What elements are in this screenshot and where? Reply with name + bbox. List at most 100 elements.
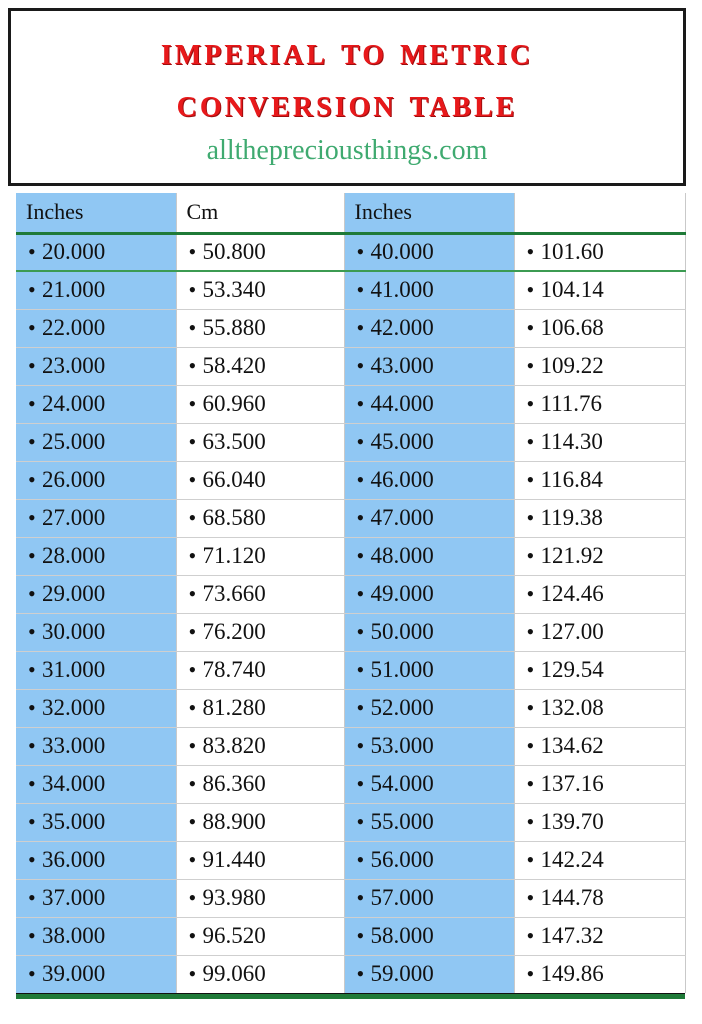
- table-cell: • 43.000: [344, 347, 515, 386]
- table-cell: • 32.000: [16, 689, 177, 728]
- title-line-1: Imperial to Metric: [160, 28, 534, 73]
- cell-value: 39.000: [42, 961, 106, 987]
- cell-value: 53.000: [370, 733, 434, 758]
- table-cell: • 78.740: [176, 651, 345, 690]
- cell-value: 134.62: [540, 733, 604, 758]
- bullet-icon: •: [188, 733, 197, 758]
- column-header-cm-1: Cm: [176, 193, 345, 235]
- cell-value: 56.000: [370, 847, 434, 872]
- table-cell: • 81.280: [176, 689, 345, 728]
- bullet-icon: •: [526, 505, 535, 530]
- cell-value: 23.000: [42, 353, 106, 378]
- cell-value: 88.900: [202, 809, 266, 834]
- table-row: • 21.000 • 53.340 • 41.000 • 104.14: [16, 270, 686, 310]
- bullet-icon: •: [28, 733, 36, 758]
- bullet-icon: •: [356, 391, 365, 416]
- table-row: • 28.000 • 71.120 • 48.000 • 121.92: [16, 537, 686, 576]
- bullet-icon: •: [188, 923, 197, 948]
- cell-value: 144.78: [540, 885, 604, 910]
- table-cell: • 40.000: [344, 233, 515, 272]
- bullet-icon: •: [526, 277, 535, 303]
- table-row: • 23.000 • 58.420 • 43.000 • 109.22: [16, 347, 686, 386]
- bullet-icon: •: [28, 923, 36, 948]
- table-cell: • 37.000: [16, 879, 177, 918]
- bullet-icon: •: [356, 315, 365, 340]
- cell-value: 132.08: [540, 695, 604, 720]
- cell-value: 68.580: [202, 505, 266, 530]
- bullet-icon: •: [526, 923, 535, 948]
- table-cell: • 127.00: [514, 613, 686, 652]
- table-cell: • 28.000: [16, 537, 177, 576]
- table-cell: • 49.000: [344, 575, 515, 614]
- table-cell: • 33.000: [16, 727, 177, 766]
- bullet-icon: •: [188, 543, 197, 568]
- table-cell: • 56.000: [344, 841, 515, 880]
- table-row: • 34.000 • 86.360 • 54.000 • 137.16: [16, 765, 686, 804]
- bullet-icon: •: [28, 771, 36, 796]
- cell-value: 116.84: [540, 467, 603, 492]
- cell-value: 63.500: [202, 429, 266, 454]
- cell-value: 48.000: [370, 543, 434, 568]
- cell-value: 36.000: [42, 847, 106, 872]
- bullet-icon: •: [356, 809, 365, 834]
- table-cell: • 36.000: [16, 841, 177, 880]
- bullet-icon: •: [526, 315, 535, 340]
- bullet-icon: •: [28, 657, 36, 682]
- table-cell: • 59.000: [344, 955, 515, 993]
- table-row: • 25.000 • 63.500 • 45.000 • 114.30: [16, 423, 686, 462]
- table-cell: • 111.76: [514, 385, 686, 424]
- cell-value: 81.280: [202, 695, 266, 720]
- table-cell: • 68.580: [176, 499, 345, 538]
- bullet-icon: •: [526, 657, 535, 682]
- table-cell: • 58.000: [344, 917, 515, 956]
- bullet-icon: •: [526, 809, 535, 834]
- cell-value: 86.360: [202, 771, 266, 796]
- conversion-table: Inches Cm Inches • 20.000 • 50.800 • 40.000 • 1…: [16, 193, 686, 993]
- bullet-icon: •: [356, 353, 365, 378]
- cell-value: 55.000: [370, 809, 434, 834]
- bullet-icon: •: [356, 467, 365, 492]
- bullet-icon: •: [356, 771, 365, 796]
- table-cell: • 88.900: [176, 803, 345, 842]
- table-cell: • 139.70: [514, 803, 686, 842]
- table-cell: • 91.440: [176, 841, 345, 880]
- table-cell: • 124.46: [514, 575, 686, 614]
- table-row: • 24.000 • 60.960 • 44.000 • 111.76: [16, 385, 686, 424]
- table-cell: • 66.040: [176, 461, 345, 500]
- column-header-inches-1: Inches: [16, 193, 177, 235]
- bullet-icon: •: [356, 885, 365, 910]
- title-banner: Imperial to Metric Conversion Table allt…: [8, 8, 686, 186]
- bullet-icon: •: [188, 353, 197, 378]
- table-cell: • 114.30: [514, 423, 686, 462]
- bullet-icon: •: [188, 391, 197, 416]
- bullet-icon: •: [526, 771, 535, 796]
- table-cell: • 137.16: [514, 765, 686, 804]
- cell-value: 22.000: [42, 315, 106, 340]
- table-cell: • 23.000: [16, 347, 177, 386]
- bullet-icon: •: [28, 239, 36, 265]
- bullet-icon: •: [188, 505, 197, 530]
- cell-value: 32.000: [42, 695, 106, 720]
- table-row: • 31.000 • 78.740 • 51.000 • 129.54: [16, 651, 686, 690]
- table-row: • 29.000 • 73.660 • 49.000 • 124.46: [16, 575, 686, 614]
- cell-value: 114.30: [540, 429, 603, 454]
- bullet-icon: •: [28, 961, 36, 987]
- cell-value: 27.000: [42, 505, 106, 530]
- bullet-icon: •: [188, 657, 197, 682]
- cell-value: 137.16: [540, 771, 604, 796]
- cell-value: 121.92: [540, 543, 604, 568]
- table-row: • 36.000 • 91.440 • 56.000 • 142.24: [16, 841, 686, 880]
- table-row: • 27.000 • 68.580 • 47.000 • 119.38: [16, 499, 686, 538]
- table-cell: • 132.08: [514, 689, 686, 728]
- bullet-icon: •: [188, 467, 197, 492]
- table-cell: • 86.360: [176, 765, 345, 804]
- cell-value: 54.000: [370, 771, 434, 796]
- bullet-icon: •: [526, 239, 535, 265]
- cell-value: 93.980: [202, 885, 266, 910]
- bullet-icon: •: [188, 581, 197, 606]
- table-row: • 35.000 • 88.900 • 55.000 • 139.70: [16, 803, 686, 842]
- cell-value: 124.46: [540, 581, 604, 606]
- cell-value: 41.000: [370, 277, 434, 303]
- cell-value: 57.000: [370, 885, 434, 910]
- cell-value: 49.000: [370, 581, 434, 606]
